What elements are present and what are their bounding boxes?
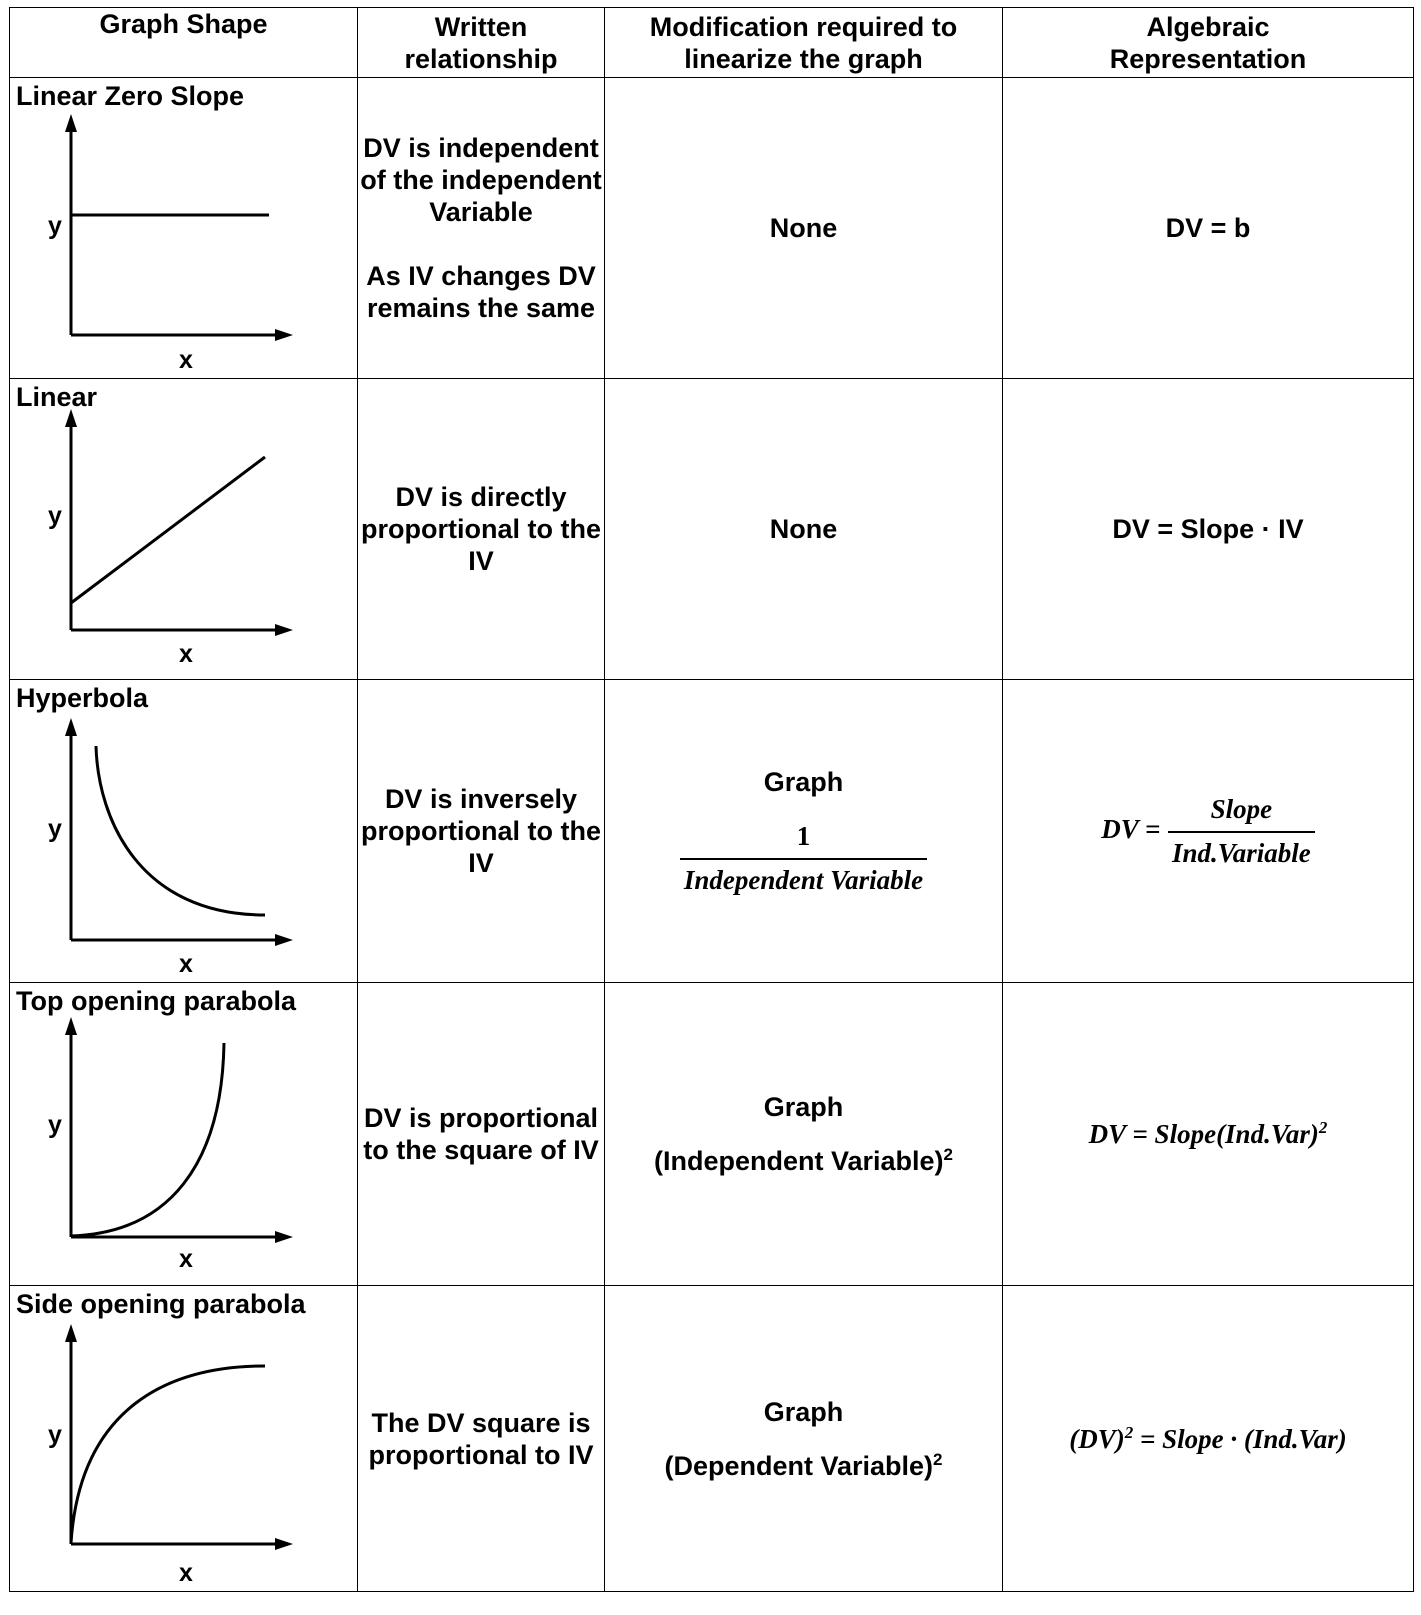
header-row: Graph Shape Written relationship Modific… [9, 7, 1414, 78]
linearization-table: Graph Shape Written relationship Modific… [9, 7, 1414, 1592]
algebraic-cell: DV = b [1002, 77, 1414, 379]
graph-shape-cell: Side opening parabola y x [9, 1285, 358, 1592]
modification-cell: None [604, 77, 1003, 379]
modification-cell: Graph (Independent Variable)2 [604, 982, 1003, 1286]
y-axis-label: y [48, 212, 62, 240]
header-graph-shape: Graph Shape [9, 7, 358, 78]
graph-shape-cell: Hyperbola y x [9, 679, 358, 983]
table-row: Hyperbola y x DV is inversely proportion… [9, 679, 1414, 983]
shape-title: Linear Zero Slope [16, 81, 245, 111]
linear-zero-slope-graph: y x [48, 114, 293, 374]
table-row: Top opening parabola y x DV is proportio… [9, 982, 1414, 1286]
table-row: Linear y x DV is directly proportional t… [9, 378, 1414, 680]
x-axis-label: x [179, 1245, 193, 1273]
header-algebraic: Algebraic Representation [1002, 7, 1414, 78]
hyperbola-graph: y x [48, 718, 293, 978]
algebraic-cell: DV = Slope(Ind.Var)2 [1002, 982, 1414, 1286]
graph-shape-cell: Linear y x [9, 378, 358, 680]
graph-curve [70, 455, 266, 605]
graph-curve [70, 1042, 226, 1238]
graph-shape-cell: Top opening parabola y x [9, 982, 358, 1286]
y-axis-label: y [48, 815, 62, 843]
modification-cell: Graph (Dependent Variable)2 [604, 1285, 1003, 1592]
y-axis-label: y [48, 1421, 62, 1449]
algebraic-cell: DV = Slope Ind.Variable [1002, 679, 1414, 983]
modification-cell: Graph 1 Independent Variable [604, 679, 1003, 983]
graph-curve [94, 745, 266, 917]
shape-title: Linear [16, 382, 98, 412]
shape-title: Top opening parabola [16, 986, 296, 1016]
top-opening-parabola-graph: y x [48, 1017, 293, 1273]
relationship-cell: DV is proportional to the square of IV [357, 982, 605, 1286]
shape-title: Hyperbola [16, 683, 149, 713]
y-axis-label: y [48, 502, 62, 530]
relationship-cell: The DV square is proportional to IV [357, 1285, 605, 1592]
x-axis-label: x [179, 1559, 193, 1587]
algebraic-cell: DV = Slope · IV [1002, 378, 1414, 680]
graph-curve [69, 1364, 266, 1544]
graph-shape-cell: Linear Zero Slope y x [9, 77, 358, 379]
linear-graph: y x [48, 409, 293, 668]
header-modification: Modification required to linearize the g… [604, 7, 1003, 78]
relationship-cell: DV is inversely proportional to the IV [357, 679, 605, 983]
side-opening-parabola-graph: y x [48, 1324, 293, 1587]
header-written-relationship: Written relationship [357, 7, 605, 78]
algebraic-fraction: Slope Ind.Variable [1167, 793, 1315, 869]
shape-title: Side opening parabola [16, 1289, 306, 1319]
y-axis-label: y [48, 1111, 62, 1139]
x-axis-label: x [179, 950, 193, 978]
table-row: Side opening parabola y x The DV square … [9, 1285, 1414, 1592]
x-axis-label: x [179, 640, 193, 668]
modification-cell: None [604, 378, 1003, 680]
relationship-cell: DV is directly proportional to the IV [357, 378, 605, 680]
modification-fraction: 1 Independent Variable [679, 820, 928, 896]
relationship-cell: DV is independent of the independent Var… [357, 77, 605, 379]
algebraic-cell: (DV)2 = Slope · (Ind.Var) [1002, 1285, 1414, 1592]
table-row: Linear Zero Slope y x DV is independent … [9, 77, 1414, 379]
x-axis-label: x [179, 346, 193, 374]
